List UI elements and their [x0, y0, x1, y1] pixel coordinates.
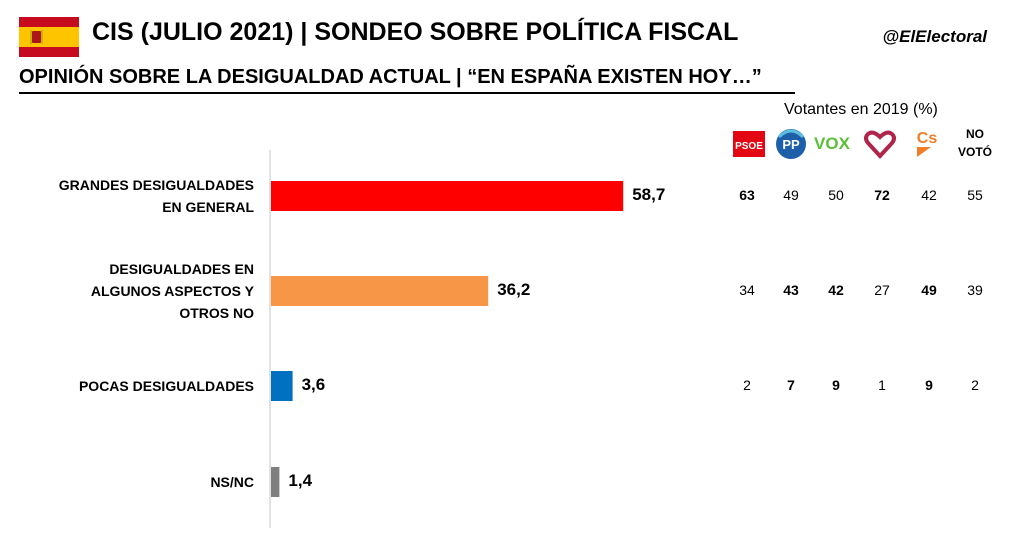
category-label: GRANDES DESIGUALDADES EN GENERAL [4, 174, 254, 218]
table-cell: 43 [783, 282, 799, 298]
category-label-line: EN GENERAL [162, 199, 254, 215]
svg-text:PP: PP [782, 137, 800, 152]
no-voto-line2: VOTÓ [957, 145, 992, 159]
bar [271, 276, 489, 306]
author-handle: @ElElectoral [882, 27, 987, 46]
category-label-line: ALGUNOS ASPECTOS Y [90, 283, 254, 299]
table-cell: 42 [828, 282, 844, 298]
table-cell: 42 [921, 187, 937, 203]
bar-value-label: 3,6 [301, 375, 326, 394]
table-cell: 34 [739, 282, 755, 298]
table-cell: 49 [783, 187, 799, 203]
table-cell: 50 [828, 187, 844, 203]
table-cell: 55 [967, 187, 983, 203]
table-cell: 72 [874, 187, 890, 203]
table-cell: 49 [921, 282, 937, 298]
svg-text:PSOE: PSOE [735, 141, 763, 152]
bar [271, 181, 624, 211]
pp-logo-icon: PP [774, 127, 808, 161]
category-label-line: OTROS NO [179, 305, 254, 321]
category-label-line: GRANDES DESIGUALDADES [58, 177, 254, 193]
bar-value-label: 1,4 [288, 471, 313, 490]
no-voto-header: NO VOTÓ [955, 125, 995, 161]
voters-caption: Votantes en 2019 (%) [784, 101, 938, 118]
chart-title: CIS (JULIO 2021) | SONDEO SOBRE POLÍTICA… [92, 18, 739, 46]
category-label-line: POCAS DESIGUALDADES [78, 378, 254, 394]
vox-logo-icon: VOX [812, 127, 852, 161]
svg-text:Cs: Cs [917, 130, 938, 147]
unidas-podemos-logo-icon [863, 127, 897, 161]
category-label: DESIGUALDADES EN ALGUNOS ASPECTOS Y OTROS … [4, 258, 254, 324]
table-cell: 7 [787, 377, 795, 393]
table-cell: 9 [925, 377, 933, 393]
bar [271, 371, 293, 401]
table-cell: 27 [874, 282, 890, 298]
bar [271, 467, 280, 497]
category-label-line: DESIGUALDADES EN [109, 261, 254, 277]
psoe-logo-icon: PSOE [732, 127, 766, 161]
category-label: POCAS DESIGUALDADES [4, 375, 254, 397]
category-label-line: NS/NC [210, 474, 254, 490]
no-voto-line1: NO [966, 127, 984, 141]
table-cell: 2 [971, 377, 979, 393]
cs-logo-icon: Cs [911, 125, 945, 159]
table-cell: 1 [878, 377, 886, 393]
table-cell: 63 [739, 187, 755, 203]
table-cell: 2 [743, 377, 751, 393]
subtitle-underline [19, 92, 795, 94]
table-cell: 39 [967, 282, 983, 298]
bar-value-label: 58,7 [632, 185, 666, 204]
category-label: NS/NC [4, 471, 254, 493]
bar-value-label: 36,2 [497, 280, 531, 299]
table-cell: 9 [832, 377, 840, 393]
spain-flag-icon [19, 17, 79, 57]
chart-subtitle: OPINIÓN SOBRE LA DESIGUALDAD ACTUAL | “E… [19, 66, 762, 88]
svg-text:VOX: VOX [814, 134, 851, 153]
